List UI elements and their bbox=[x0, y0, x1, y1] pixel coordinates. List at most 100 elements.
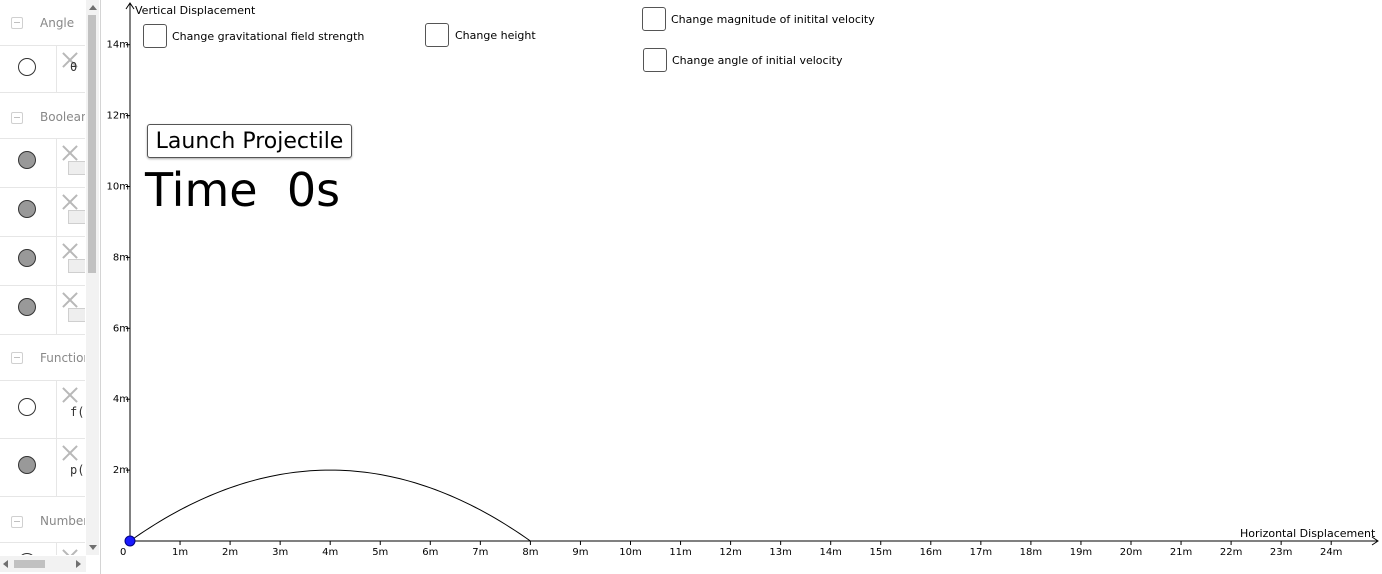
delete-icon[interactable] bbox=[62, 292, 78, 308]
checkbox-icon[interactable] bbox=[68, 210, 85, 224]
category-angle[interactable]: Angle bbox=[0, 0, 85, 46]
list-item[interactable]: f(x bbox=[0, 381, 85, 439]
checkbox-angle[interactable]: Change angle of initial velocity bbox=[643, 48, 842, 72]
x-tick-label: 16m bbox=[920, 547, 942, 558]
checkbox-label: Change magnitude of initital velocity bbox=[671, 12, 875, 26]
category-label: Angle bbox=[40, 16, 75, 30]
projectile-point[interactable] bbox=[124, 535, 136, 547]
x-tick-label: 17m bbox=[970, 547, 992, 558]
launch-projectile-button[interactable]: Launch Projectile bbox=[147, 124, 352, 158]
delete-icon[interactable] bbox=[62, 387, 78, 403]
checkbox-label: Change angle of initial velocity bbox=[672, 53, 843, 67]
item-expression[interactable]: θ = bbox=[70, 60, 85, 74]
x-tick-label: 21m bbox=[1170, 547, 1192, 558]
checkbox-icon[interactable] bbox=[68, 161, 85, 175]
list-item[interactable] bbox=[0, 139, 85, 188]
x-tick-label: 1m bbox=[172, 547, 188, 558]
visibility-toggle-icon[interactable] bbox=[18, 553, 36, 555]
visibility-toggle-icon[interactable] bbox=[18, 298, 36, 316]
x-tick-label: 6m bbox=[422, 547, 438, 558]
checkbox-label: Change gravitational field strength bbox=[172, 29, 365, 43]
x-tick-label: 4m bbox=[322, 547, 338, 558]
checkbox-icon[interactable] bbox=[643, 48, 667, 72]
x-tick-label: 9m bbox=[572, 547, 588, 558]
y-tick-label: 10m bbox=[107, 182, 129, 193]
x-tick-label: 11m bbox=[669, 547, 691, 558]
visibility-toggle-icon[interactable] bbox=[18, 398, 36, 416]
scrollbar-thumb[interactable] bbox=[88, 15, 96, 273]
collapse-icon[interactable] bbox=[11, 352, 23, 364]
category-label: Function bbox=[40, 351, 85, 365]
delete-icon[interactable] bbox=[62, 549, 78, 555]
x-tick-label: 20m bbox=[1120, 547, 1142, 558]
item-expression[interactable]: p(x bbox=[70, 463, 85, 477]
x-axis-title: Horizontal Displacement bbox=[1240, 527, 1376, 540]
scroll-left-icon[interactable] bbox=[3, 560, 8, 568]
scroll-right-icon[interactable] bbox=[76, 560, 81, 568]
visibility-toggle-icon[interactable] bbox=[18, 456, 36, 474]
x-tick-label: 18m bbox=[1020, 547, 1042, 558]
visibility-toggle-icon[interactable] bbox=[18, 200, 36, 218]
category-label: Boolean bbox=[40, 110, 85, 124]
x-tick-label: 10m bbox=[619, 547, 641, 558]
y-tick-label: 2m bbox=[113, 465, 129, 476]
category-boolean[interactable]: Boolean bbox=[0, 93, 85, 139]
algebra-list: Angle θ = Boolean bbox=[0, 0, 85, 555]
x-tick-label: 8m bbox=[522, 547, 538, 558]
checkbox-gravity[interactable]: Change gravitational field strength bbox=[143, 24, 364, 48]
checkbox-icon[interactable] bbox=[425, 23, 449, 47]
x-axis-arrow bbox=[1371, 536, 1379, 546]
checkbox-magnitude[interactable]: Change magnitude of initital velocity bbox=[642, 7, 875, 31]
list-item[interactable] bbox=[0, 543, 85, 555]
x-tick-label: 7m bbox=[472, 547, 488, 558]
list-item[interactable] bbox=[0, 188, 85, 237]
scroll-up-icon[interactable] bbox=[89, 5, 97, 10]
x-tick-label: 2m bbox=[222, 547, 238, 558]
collapse-icon[interactable] bbox=[11, 112, 23, 124]
x-tick-label: 5m bbox=[372, 547, 388, 558]
y-axis-title: Vertical Displacement bbox=[135, 4, 256, 17]
checkbox-icon[interactable] bbox=[68, 308, 85, 322]
visibility-toggle-icon[interactable] bbox=[18, 151, 36, 169]
coordinate-plane[interactable]: 0 1m 2m 3m 4m 5m 6m 7m 8m 9m 10m 11m 12m 13m 14m 15m 16m… bbox=[101, 0, 1382, 574]
checkbox-label: Change height bbox=[455, 28, 536, 42]
x-tick-label: 23m bbox=[1270, 547, 1292, 558]
graphics-view[interactable]: 0 1m 2m 3m 4m 5m 6m 7m 8m 9m 10m 11m 12m 13m 14m 15m 16m… bbox=[101, 0, 1382, 574]
checkbox-icon[interactable] bbox=[143, 24, 167, 48]
algebra-panel: Angle θ = Boolean bbox=[0, 0, 101, 574]
axes bbox=[125, 2, 1379, 546]
x-tick-label: 12m bbox=[719, 547, 741, 558]
collapse-icon[interactable] bbox=[11, 516, 23, 528]
scrollbar-thumb[interactable] bbox=[14, 560, 45, 568]
delete-icon[interactable] bbox=[62, 243, 78, 259]
category-label: Number bbox=[40, 514, 85, 528]
category-number[interactable]: Number bbox=[0, 497, 85, 543]
category-function[interactable]: Function bbox=[0, 335, 85, 381]
checkbox-icon[interactable] bbox=[642, 7, 666, 31]
delete-icon[interactable] bbox=[62, 194, 78, 210]
visibility-toggle-icon[interactable] bbox=[18, 249, 36, 267]
x-tick-label: 14m bbox=[819, 547, 841, 558]
checkbox-icon[interactable] bbox=[68, 259, 85, 273]
time-readout: Time 0s bbox=[145, 163, 341, 217]
delete-icon[interactable] bbox=[62, 145, 78, 161]
trajectory-curve[interactable] bbox=[129, 469, 531, 542]
visibility-toggle-icon[interactable] bbox=[18, 58, 36, 76]
collapse-icon[interactable] bbox=[11, 17, 23, 29]
x-tick-label: 15m bbox=[870, 547, 892, 558]
list-item[interactable] bbox=[0, 286, 85, 335]
item-expression[interactable]: f(x bbox=[70, 405, 85, 419]
y-tick-label: 6m bbox=[113, 323, 129, 334]
x-tick-label: 24m bbox=[1320, 547, 1342, 558]
list-item[interactable]: θ = bbox=[0, 46, 85, 93]
list-item[interactable]: p(x bbox=[0, 439, 85, 497]
vertical-scrollbar[interactable] bbox=[86, 0, 99, 555]
delete-icon[interactable] bbox=[62, 445, 78, 461]
horizontal-scrollbar[interactable] bbox=[0, 556, 86, 572]
x-tick-label: 13m bbox=[769, 547, 791, 558]
x-tick-label: 19m bbox=[1070, 547, 1092, 558]
list-item[interactable] bbox=[0, 237, 85, 286]
x-tick-label: 22m bbox=[1220, 547, 1242, 558]
checkbox-height[interactable]: Change height bbox=[425, 23, 536, 47]
scroll-down-icon[interactable] bbox=[89, 545, 97, 550]
